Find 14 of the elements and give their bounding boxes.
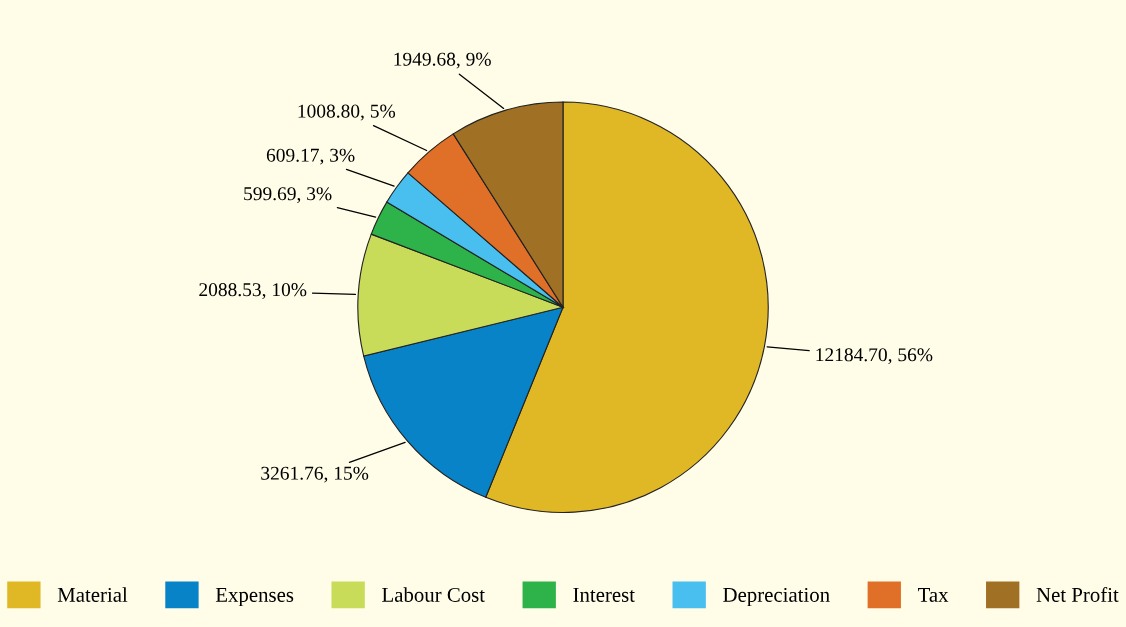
data-label: 12184.70, 56% — [816, 348, 933, 365]
legend-label: Labour Cost — [382, 587, 485, 602]
legend-label: Depreciation — [723, 587, 830, 607]
data-label: 1008.80, 5% — [298, 104, 396, 121]
legend-label: Expenses — [215, 588, 294, 607]
data-label: 609.17, 3% — [266, 148, 355, 165]
data-label: 1949.68, 9% — [394, 52, 491, 69]
legend-label: Material — [57, 587, 128, 602]
data-label: 599.69, 3% — [244, 187, 332, 204]
legend-label: Tax — [917, 588, 949, 602]
data-label: 2088.53, 10% — [199, 283, 307, 300]
legend-label: Interest — [573, 588, 635, 602]
legend-label: Net Profit — [1036, 587, 1119, 602]
data-label: 3261.76, 15% — [261, 466, 369, 483]
